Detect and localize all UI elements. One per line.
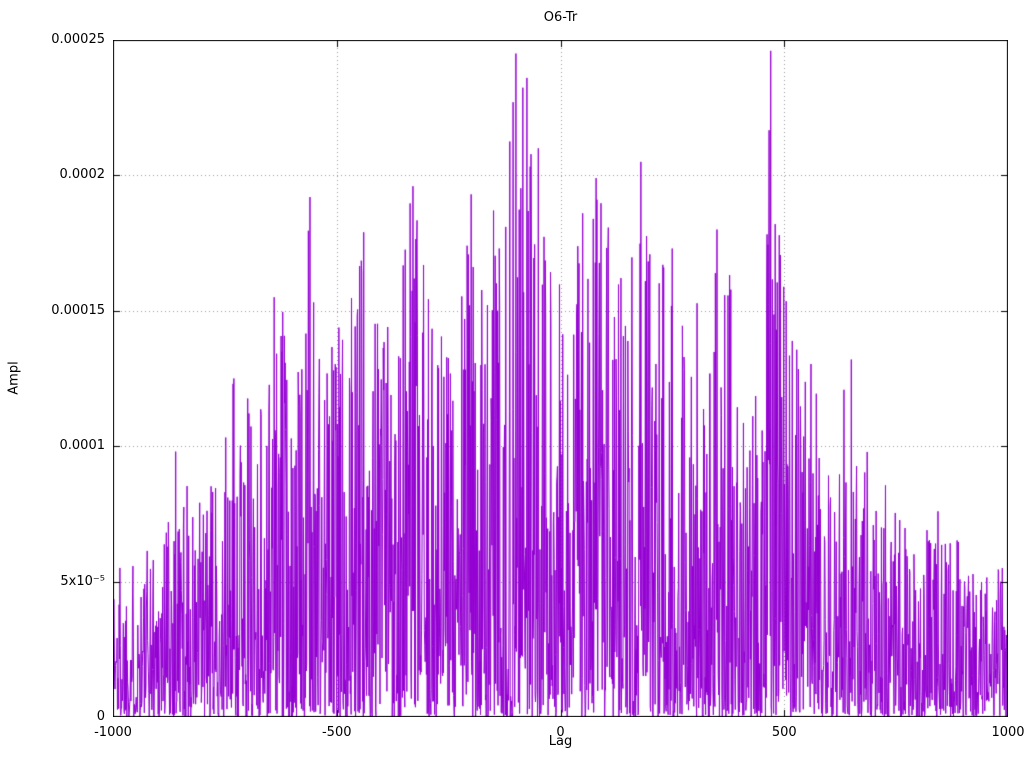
x-tick-label: 0	[556, 725, 565, 740]
y-tick-label: 0.00015	[51, 302, 105, 318]
y-tick-label: 0.0002	[59, 167, 106, 183]
x-tick-label: 500	[771, 725, 797, 740]
y-axis-label: Ampl	[6, 361, 22, 395]
x-tick-label: 1000	[991, 725, 1024, 740]
y-tick-label: 0.0001	[59, 438, 106, 454]
chart-title: O6-Tr	[543, 10, 578, 25]
plot-canvas	[113, 40, 1008, 717]
y-tick-label: 0.00025	[51, 32, 105, 47]
x-axis-label: Lag	[548, 734, 573, 749]
y-tick-label: 0	[96, 709, 105, 724]
y-tick-label: 5x10⁻⁵	[60, 573, 105, 589]
x-tick-label: -1000	[94, 725, 132, 740]
x-tick-label: -500	[321, 725, 352, 740]
